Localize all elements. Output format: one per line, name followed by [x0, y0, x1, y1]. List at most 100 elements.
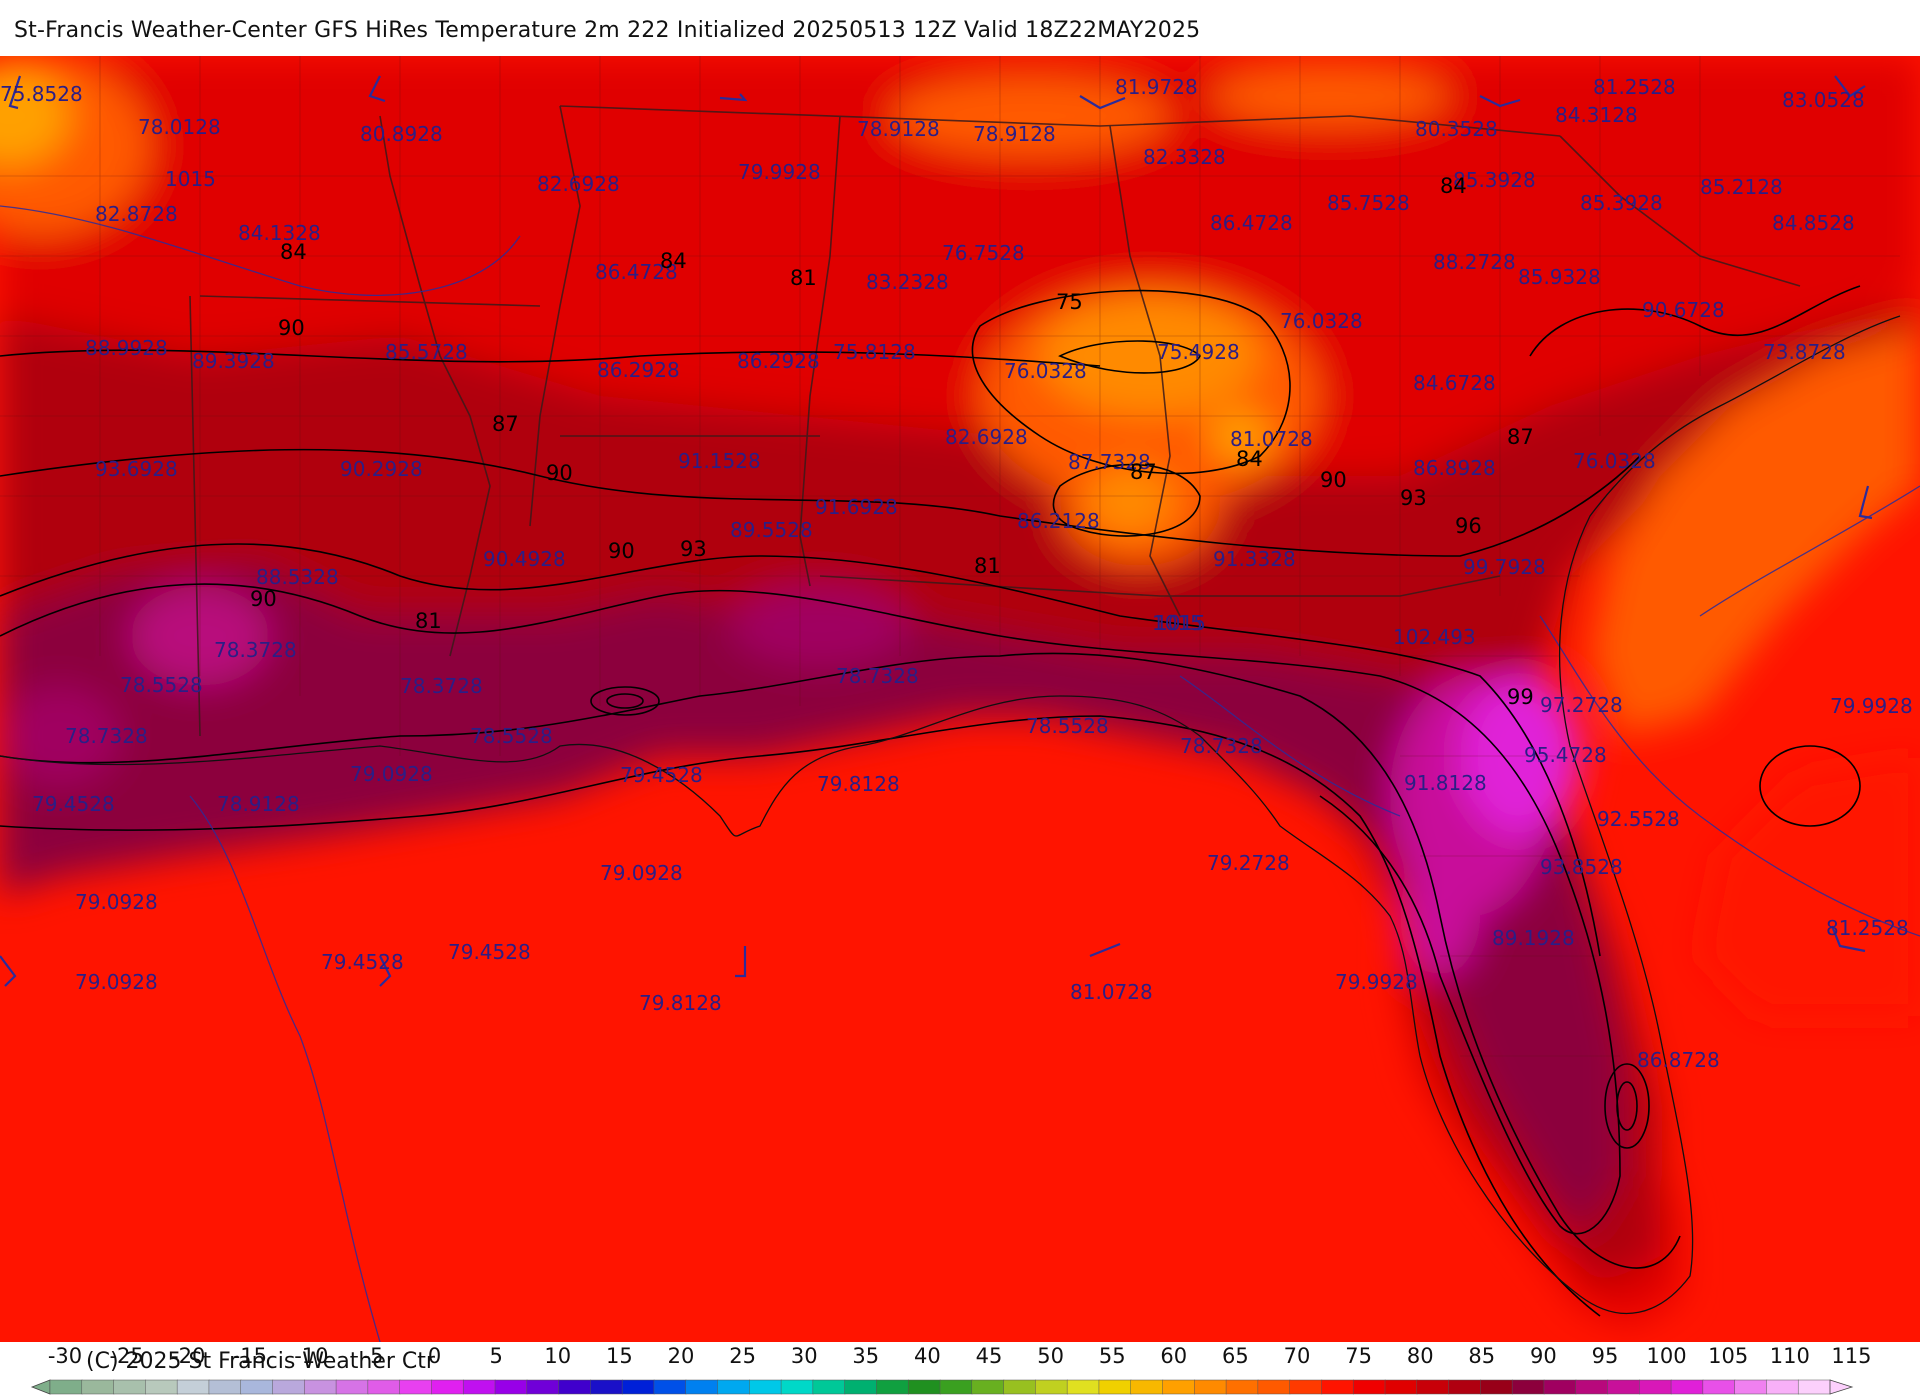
colorbar-swatch — [81, 1379, 115, 1395]
isotherm-label: 81 — [974, 554, 1001, 578]
point-temperature-label: 86.2128 — [1017, 509, 1100, 533]
point-temperature-label: 81.0728 — [1070, 980, 1153, 1004]
temperature-field — [0, 56, 1920, 1326]
isotherm-label: 81 — [415, 609, 442, 633]
colorbar-swatch — [1384, 1379, 1418, 1395]
colorbar-swatch — [1702, 1379, 1736, 1395]
point-temperature-label: 95.4728 — [1524, 743, 1607, 767]
point-temperature-label: 91.6928 — [815, 495, 898, 519]
colorbar-swatch — [431, 1379, 464, 1395]
colorbar-swatch — [1766, 1379, 1799, 1395]
colorbar-swatch — [113, 1379, 147, 1395]
point-temperature-label: 84.3128 — [1555, 103, 1638, 127]
isotherm-label-layer: 84 84 81 75 84 90 87 90 87 84 87 90 93 96 90 93 81 90 81 99 — [250, 174, 1534, 709]
colorbar-tick-label: -10 — [294, 1344, 328, 1368]
colorbar-swatch — [1734, 1379, 1768, 1395]
colorbar-swatch — [367, 1379, 401, 1395]
point-temperature-label: 79.8128 — [639, 991, 722, 1015]
point-temperature-label: 79.0928 — [75, 970, 158, 994]
colorbar-tick-label: 110 — [1770, 1344, 1810, 1368]
colorbar-tick-label: 35 — [852, 1344, 879, 1368]
point-temperature-label: 78.9128 — [857, 117, 940, 141]
colorbar-tick-label: 55 — [1099, 1344, 1126, 1368]
point-temperature-label: 79.0928 — [75, 890, 158, 914]
colorbar-tick-label: 10 — [544, 1344, 571, 1368]
colorbar-tick-label: -25 — [109, 1344, 143, 1368]
colorbar-swatch — [1162, 1379, 1196, 1395]
colorbar-swatch — [462, 1379, 496, 1395]
point-temperature-label: 88.2728 — [1433, 250, 1516, 274]
point-temperature-label: 80.3528 — [1415, 117, 1498, 141]
colorbar-swatch — [399, 1379, 433, 1395]
colorbar-swatch — [590, 1379, 623, 1395]
point-temperature-label: 79.4528 — [321, 950, 404, 974]
point-temperature-label: 78.9128 — [973, 122, 1056, 146]
point-temperature-label: 80.8928 — [360, 122, 443, 146]
isotherm-label: 84 — [1236, 447, 1263, 471]
colorbar-tick-label: 30 — [791, 1344, 818, 1368]
point-temperature-label: 89.3928 — [192, 349, 275, 373]
point-temperature-label: 79.0928 — [600, 861, 683, 885]
colorbar-swatch — [1416, 1379, 1450, 1395]
colorbar-swatch — [208, 1379, 242, 1395]
colorbar-swatch — [1098, 1379, 1132, 1395]
point-temperature-label: 82.3328 — [1143, 145, 1226, 169]
colorbar-tick-label: 75 — [1345, 1344, 1372, 1368]
colorbar-swatch — [240, 1379, 274, 1395]
point-temperature-label: 86.2928 — [597, 358, 680, 382]
colorbar-swatch — [335, 1379, 369, 1395]
point-temperature-label: 102.493 — [1393, 625, 1476, 649]
point-temperature-label: 84.8528 — [1772, 211, 1855, 235]
colorbar-swatch — [1257, 1379, 1291, 1395]
point-temperature-label: 85.5728 — [385, 340, 468, 364]
colorbar-tick-label: 85 — [1468, 1344, 1495, 1368]
point-temperature-label: 76.0328 — [1004, 359, 1087, 383]
colorbar-tick-label: 115 — [1831, 1344, 1871, 1368]
colorbar-swatch — [1797, 1379, 1831, 1395]
colorbar-swatch — [1321, 1379, 1354, 1395]
isotherm-label: 90 — [1320, 468, 1347, 492]
colorbar-tick-label: 25 — [729, 1344, 756, 1368]
colorbar-max-arrow — [1829, 1379, 1854, 1395]
point-temperature-label: 78.7328 — [836, 664, 919, 688]
point-temperature-label: 78.0128 — [138, 115, 221, 139]
point-temperature-label: 83.2328 — [866, 270, 949, 294]
point-temperature-label: 97.2728 — [1540, 693, 1623, 717]
isotherm-label: 84 — [660, 249, 687, 273]
colorbar-swatch — [939, 1379, 973, 1395]
colorbar-swatch — [844, 1379, 878, 1395]
colorbar-swatch — [1670, 1379, 1704, 1395]
isotherm-label: 87 — [1507, 425, 1534, 449]
point-temperature-label: 91.1528 — [678, 449, 761, 473]
colorbar-swatch — [272, 1379, 306, 1395]
point-temperature-label: 99.7928 — [1463, 555, 1546, 579]
colorbar-ticks: -30 -25 -20 -15 -10 -5 0 5 10 15 20 25 30 35 40 45 50 55 6… — [48, 1344, 1872, 1368]
colorbar-tick-label: 100 — [1647, 1344, 1687, 1368]
point-temperature-label: 75.4928 — [1157, 340, 1240, 364]
colorbar-swatch — [1352, 1379, 1386, 1395]
point-temperature-label: 78.5528 — [470, 724, 553, 748]
colorbar-swatch — [1003, 1379, 1037, 1395]
point-temperature-label: 75.8128 — [833, 340, 916, 364]
point-temperature-label: 87.7328 — [1068, 450, 1151, 474]
colorbar-swatch — [1289, 1379, 1323, 1395]
colorbar-swatch — [1543, 1379, 1577, 1395]
point-temperature-label: 79.4528 — [620, 763, 703, 787]
point-temperature-label: 76.0328 — [1280, 309, 1363, 333]
colorbar-swatch — [49, 1379, 83, 1395]
temperature-colorbar: -30 -25 -20 -15 -10 -5 0 5 10 15 20 25 30 35 40 45 50 55 6… — [30, 1344, 1872, 1395]
colorbar-swatch — [1194, 1379, 1227, 1395]
isotherm-label: 75 — [1056, 290, 1083, 314]
point-temperature-label: 93.6928 — [95, 457, 178, 481]
isotherm-label: 99 — [1507, 685, 1534, 709]
point-temperature-label: 85.9328 — [1518, 265, 1601, 289]
isobar-contours — [0, 205, 1920, 1342]
point-temperature-label: 89.5528 — [730, 518, 813, 542]
colorbar-tick-label: 80 — [1407, 1344, 1434, 1368]
point-temperature-label: 85.2128 — [1700, 175, 1783, 199]
colorbar-swatch — [1448, 1379, 1482, 1395]
colorbar-swatch — [526, 1379, 560, 1395]
isotherm-label: 84 — [1440, 174, 1467, 198]
point-temperature-label: 84.6728 — [1413, 371, 1496, 395]
